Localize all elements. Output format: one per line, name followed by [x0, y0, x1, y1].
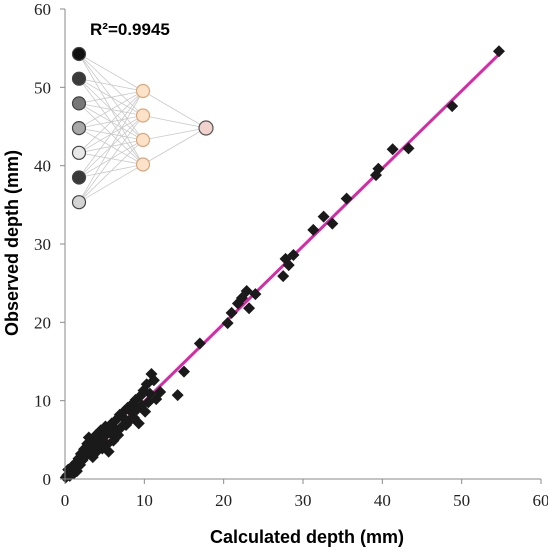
data-point: [243, 302, 256, 315]
network-connection: [142, 127, 207, 165]
input-node: [71, 195, 87, 210]
data-point: [132, 417, 145, 430]
data-point: [102, 445, 115, 458]
network-connection: [142, 90, 207, 129]
data-point: [225, 306, 238, 319]
x-axis-title: Calculated depth (mm): [210, 527, 404, 547]
network-connection: [78, 139, 144, 203]
network-connection: [78, 90, 144, 104]
data-point: [121, 401, 134, 414]
data-points-layer: [59, 45, 505, 484]
network-connection: [78, 164, 144, 203]
input-node: [71, 46, 87, 62]
network-connection: [78, 115, 144, 203]
x-tick-label: 40: [374, 491, 391, 510]
data-point: [492, 45, 505, 58]
x-tick-label: 10: [136, 491, 153, 510]
network-connection: [78, 90, 144, 178]
hidden-node: [135, 83, 151, 99]
data-point: [277, 270, 290, 283]
data-point: [317, 210, 330, 223]
neural-network-diagram: [71, 46, 214, 210]
network-connection: [78, 90, 144, 203]
y-tick-label: 0: [43, 470, 52, 489]
network-connection: [78, 78, 144, 92]
input-node: [71, 170, 87, 185]
y-tick-label: 20: [34, 313, 51, 332]
y-axis-title: Observed depth (mm): [2, 150, 22, 336]
input-node: [71, 145, 87, 160]
x-tick-label: 60: [533, 491, 548, 510]
y-tick-label: 40: [34, 157, 51, 176]
y-tick-label: 30: [34, 235, 51, 254]
data-point: [249, 288, 262, 301]
network-connection: [78, 53, 144, 92]
hidden-node: [135, 108, 151, 123]
data-point: [193, 337, 206, 350]
x-tick-label: 30: [295, 491, 312, 510]
data-point: [372, 162, 385, 175]
x-tick-label: 20: [215, 491, 232, 510]
network-connection: [142, 127, 207, 141]
data-point: [178, 365, 190, 378]
data-point: [282, 259, 295, 272]
x-tick-label: 50: [453, 491, 470, 510]
input-node: [71, 71, 87, 86]
data-point: [386, 143, 399, 156]
y-tick-label: 60: [34, 0, 51, 19]
network-connection: [78, 90, 144, 154]
data-point: [221, 317, 234, 330]
output-node: [198, 120, 214, 136]
data-point: [287, 248, 300, 261]
network-connection: [142, 115, 207, 129]
data-point: [402, 142, 415, 155]
data-point: [326, 217, 339, 230]
data-point: [446, 100, 459, 113]
data-point: [307, 223, 320, 236]
data-point: [340, 192, 353, 205]
hidden-node: [135, 157, 151, 172]
y-tick-label: 10: [34, 392, 51, 411]
data-point: [139, 405, 152, 418]
data-point: [154, 386, 167, 399]
hidden-node: [135, 132, 151, 148]
network-connection: [78, 90, 144, 129]
axes-layer: 0 10 20 30 40 50 60 0 10 20 30 40 50 60: [34, 0, 548, 510]
x-tick-label: 0: [61, 491, 70, 510]
data-point: [171, 389, 184, 402]
input-node: [71, 121, 87, 136]
y-tick-label: 50: [34, 78, 51, 97]
data-point: [147, 374, 160, 387]
r-squared-annotation: R²=0.9945: [90, 20, 170, 39]
input-node: [71, 96, 87, 111]
